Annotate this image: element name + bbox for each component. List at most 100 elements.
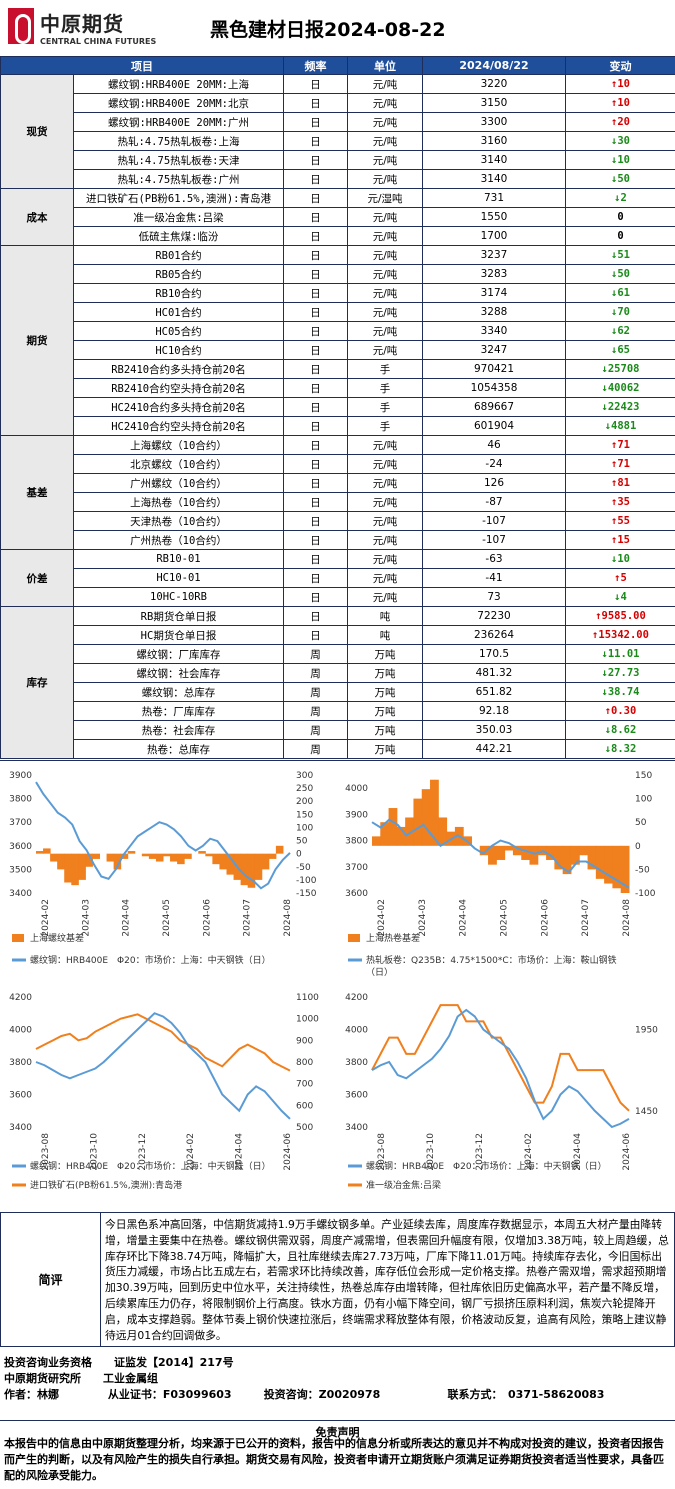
x-tick-label: 2024-03	[418, 899, 428, 937]
change-value: 35	[617, 496, 630, 508]
left-tick-label: 3700	[345, 863, 368, 873]
x-tick-label: 2024-02	[377, 899, 387, 937]
basis-bar	[579, 845, 589, 856]
change-cell: ↓50	[565, 264, 675, 284]
freq-cell: 日	[283, 435, 348, 455]
right-tick-label: 100	[296, 823, 313, 833]
series-line-blue	[371, 1008, 630, 1129]
change-cell: ↓61	[565, 283, 675, 303]
table-row: 天津热卷（10合约）日元/吨 -107 ↑55	[1, 511, 675, 531]
unit-cell: 元/吨	[347, 321, 423, 341]
x-tick-label: 2023-10	[426, 1133, 436, 1171]
freq-cell: 日	[283, 340, 348, 360]
commentary-box: 简评 今日黑色系冲高回落，中信期货减持1.9万手螺纹钢多单。产业延续去库，周度库…	[0, 1212, 675, 1347]
change-value: 11.01	[607, 648, 640, 660]
change-value: 8.32	[611, 743, 637, 755]
arrow-down-icon: ↓	[604, 724, 612, 736]
disclaimer-text: 本报告中的信息由中原期货整理分析，均来源于已公开的资料，报告中的信息分析或所表达…	[4, 1437, 664, 1482]
basis-bar	[36, 851, 44, 854]
change-cell: ↑10	[565, 74, 675, 94]
basis-bar	[247, 853, 256, 888]
basis-bar	[430, 779, 439, 846]
legend-label: 上海热卷基差	[366, 932, 420, 944]
right-tick-label: 0	[635, 842, 641, 852]
change-cell: ↓70	[565, 302, 675, 322]
basis-bar	[372, 836, 381, 846]
change-cell: ↓2	[565, 188, 675, 208]
unit-cell: 元/吨	[347, 93, 423, 113]
basis-bar	[261, 853, 270, 870]
change-value: 4	[620, 591, 627, 603]
basis-bar	[64, 853, 72, 883]
arrow-down-icon: ↓	[611, 268, 618, 280]
table-row: 价差 RB10-01 日元/吨 -63 ↓10	[0, 549, 675, 607]
item-cell: 进口铁矿石(PB粉61.5%,澳洲):青岛港	[73, 188, 284, 208]
basis-bar	[595, 845, 605, 879]
change-cell: ↓10	[565, 150, 675, 170]
x-tick-label: 2024-06	[202, 899, 212, 937]
value-cell: -87	[422, 492, 566, 512]
left-tick-label: 4000	[345, 1026, 368, 1036]
arrow-down-icon: ↓	[611, 249, 618, 261]
basis-bar	[127, 851, 136, 854]
arrow-up-icon: ↑	[604, 705, 612, 717]
table-row: 广州热卷（10合约）日元/吨 -107 ↑15	[1, 530, 675, 550]
unit-cell: 元/吨	[347, 587, 423, 607]
item-cell: 天津热卷（10合约）	[73, 511, 284, 531]
change-value: 25708	[607, 363, 640, 375]
freq-cell: 周	[283, 663, 348, 683]
arrow-up-icon: ↑	[611, 458, 618, 470]
table-row: 成本 进口铁矿石(PB粉61.5%,澳洲):青岛港日元/湿吨 731 ↓2	[0, 188, 675, 246]
table-row: 热卷：厂库库存周万吨 92.18 ↑0.30	[1, 701, 675, 721]
unit-cell: 吨	[347, 625, 423, 645]
column-header-item: 项目	[0, 56, 284, 75]
unit-cell: 万吨	[347, 720, 423, 740]
chart-hrc-basis-svg: 40003900380037003600150100500-50-1002024…	[345, 771, 656, 978]
basis-bar	[113, 853, 122, 870]
change-cell: ↑10	[565, 93, 675, 113]
right-tick-label: 500	[296, 1123, 313, 1133]
value-cell: 170.5	[422, 644, 566, 664]
value-cell: 3160	[422, 131, 566, 151]
freq-cell: 日	[283, 397, 348, 417]
unit-cell: 元/吨	[347, 568, 423, 588]
basis-bar	[43, 848, 51, 854]
change-cell: ↑71	[565, 435, 675, 455]
change-cell: ↓22423	[565, 397, 675, 417]
freq-cell: 日	[283, 454, 348, 474]
change-cell: ↓10	[565, 549, 675, 569]
x-tick-label: 2023-08	[41, 1133, 51, 1171]
item-cell: 热卷：厂库库存	[73, 701, 284, 721]
disclaimer-title: 免责声明	[0, 1420, 675, 1440]
footer-contact: 联系方式： 0371-58620083	[447, 1388, 605, 1401]
value-cell: 1700	[422, 226, 566, 246]
left-tick-label: 3800	[9, 795, 32, 805]
category-cell: 基差	[0, 435, 74, 550]
x-tick-label: 2023-12	[138, 1133, 148, 1171]
unit-cell: 万吨	[347, 701, 423, 721]
value-cell: 3237	[422, 245, 566, 265]
basis-bar	[488, 845, 497, 865]
chart-hrc-basis: 4000 3900 3800 3700 3600 150 100 50 0 -50 -100 2024…	[338, 765, 673, 985]
legend-label: 螺纹钢：HRB400E Φ20：市场价：上海：中天钢铁（日）	[366, 1160, 607, 1172]
basis-bar	[254, 853, 263, 880]
freq-cell: 日	[283, 549, 348, 569]
table-row: RB10合约日元/吨 3174 ↓61	[1, 283, 675, 303]
item-cell: 螺纹钢:HRB400E 20MM:广州	[73, 112, 284, 132]
change-value: 20	[617, 116, 630, 128]
x-tick-label: 2024-04	[122, 899, 132, 937]
item-cell: RB05合约	[73, 264, 284, 284]
x-tick-label: 2024-02	[41, 899, 51, 937]
change-value: 15	[617, 534, 630, 546]
basis-bar	[106, 853, 115, 862]
basis-bar	[148, 853, 157, 859]
arrow-down-icon: ↓	[601, 648, 608, 660]
right-tick-label: 300	[296, 771, 313, 781]
change-value: 55	[617, 515, 630, 527]
freq-cell: 日	[283, 378, 348, 398]
freq-cell: 日	[283, 606, 348, 626]
arrow-down-icon: ↓	[611, 287, 618, 299]
value-cell: 3220	[422, 74, 566, 94]
value-cell: 236264	[422, 625, 566, 645]
unit-cell: 元/吨	[347, 283, 423, 303]
